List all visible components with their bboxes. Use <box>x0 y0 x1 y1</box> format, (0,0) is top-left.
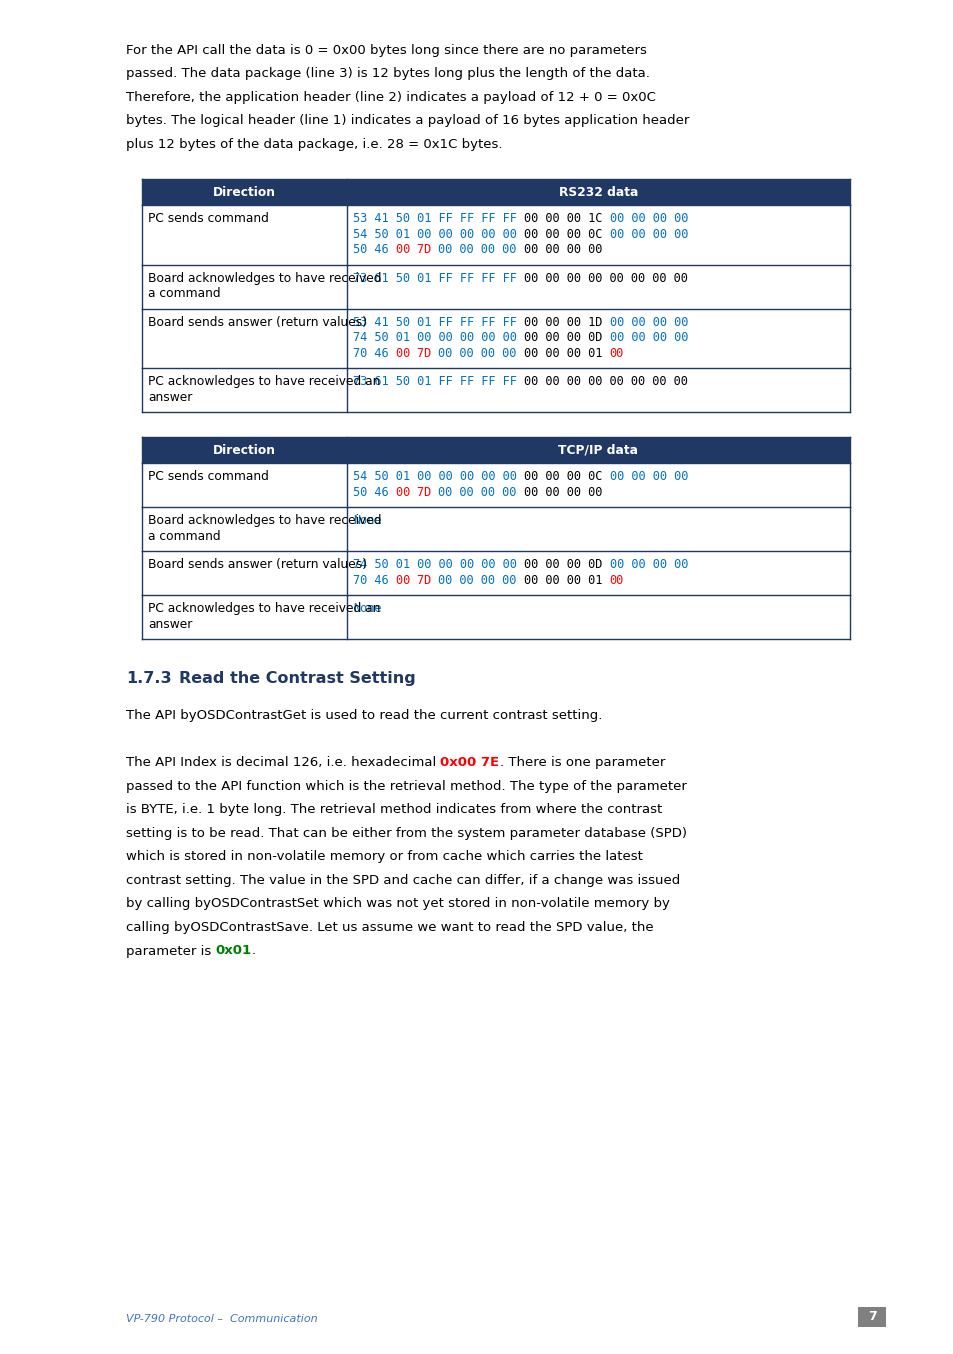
Text: by calling byOSDContrastSet which was not yet stored in non-volatile memory by: by calling byOSDContrastSet which was no… <box>126 898 669 910</box>
Text: 00 00 00 1D: 00 00 00 1D <box>523 315 609 329</box>
Text: 00 00 00 0C: 00 00 00 0C <box>523 470 609 483</box>
Text: contrast setting. The value in the SPD and cache can differ, if a change was iss: contrast setting. The value in the SPD a… <box>126 873 679 887</box>
Text: 00 00 00 1C: 00 00 00 1C <box>523 213 609 226</box>
Text: 50 46: 50 46 <box>353 486 395 500</box>
Text: is BYTE, i.e. 1 byte long. The retrieval method indicates from where the contras: is BYTE, i.e. 1 byte long. The retrieval… <box>126 803 661 816</box>
Text: PC acknowledges to have received an: PC acknowledges to have received an <box>148 603 380 616</box>
Text: 1.7.3: 1.7.3 <box>126 672 172 686</box>
Text: 00 00 00 00: 00 00 00 00 <box>438 244 523 256</box>
Text: which is stored in non-volatile memory or from cache which carries the latest: which is stored in non-volatile memory o… <box>126 850 642 864</box>
Text: 00: 00 <box>395 244 416 256</box>
Text: 00 00 00 00: 00 00 00 00 <box>438 574 523 588</box>
Text: 00 00 00 00: 00 00 00 00 <box>609 315 687 329</box>
Text: 70 46: 70 46 <box>353 574 395 588</box>
Text: 00 00 00 01: 00 00 00 01 <box>523 574 609 588</box>
Text: Therefore, the application header (line 2) indicates a payload of 12 + 0 = 0x0C: Therefore, the application header (line … <box>126 91 656 104</box>
Text: 73 61 50 01 FF FF FF FF: 73 61 50 01 FF FF FF FF <box>353 272 523 284</box>
Bar <box>142 309 849 368</box>
Bar <box>142 180 849 206</box>
Text: 00: 00 <box>395 347 416 360</box>
Text: 00 00 00 00: 00 00 00 00 <box>609 227 687 241</box>
Text: Board sends answer (return values): Board sends answer (return values) <box>148 315 367 329</box>
Bar <box>142 551 849 596</box>
Text: 0x01: 0x01 <box>215 945 252 957</box>
Text: TCP/IP data: TCP/IP data <box>558 444 638 458</box>
Text: a command: a command <box>148 287 220 301</box>
Bar <box>142 206 849 265</box>
Text: 74 50 01 00 00 00 00 00: 74 50 01 00 00 00 00 00 <box>353 332 523 344</box>
Text: 00 00 00 0D: 00 00 00 0D <box>523 332 609 344</box>
Bar <box>857 1307 885 1327</box>
Text: PC acknowledges to have received an: PC acknowledges to have received an <box>148 375 380 389</box>
Text: 00 00 00 0D: 00 00 00 0D <box>523 558 609 571</box>
Text: 00 00 00 00: 00 00 00 00 <box>609 213 687 226</box>
Bar <box>142 437 849 463</box>
Text: 7D: 7D <box>416 574 438 588</box>
Text: .: . <box>252 945 255 957</box>
Text: 00: 00 <box>395 486 416 500</box>
Text: 70 46: 70 46 <box>353 347 395 360</box>
Text: For the API call the data is 0 = 0x00 bytes long since there are no parameters: For the API call the data is 0 = 0x00 by… <box>126 43 646 57</box>
Bar <box>142 265 849 309</box>
Text: passed to the API function which is the retrieval method. The type of the parame: passed to the API function which is the … <box>126 780 686 793</box>
Text: VP-790 Protocol –  Communication: VP-790 Protocol – Communication <box>126 1313 317 1324</box>
Text: 7D: 7D <box>416 486 438 500</box>
Text: 00 00 00 00: 00 00 00 00 <box>438 486 523 500</box>
Text: Direction: Direction <box>213 185 275 199</box>
Text: 00: 00 <box>609 347 623 360</box>
Text: Direction: Direction <box>213 444 275 458</box>
Text: 7D: 7D <box>416 347 438 360</box>
Text: PC sends command: PC sends command <box>148 470 269 483</box>
Text: answer: answer <box>148 617 193 631</box>
Text: RS232 data: RS232 data <box>558 185 638 199</box>
Text: 00 00 00 00: 00 00 00 00 <box>523 486 601 500</box>
Text: The API byOSDContrastGet is used to read the current contrast setting.: The API byOSDContrastGet is used to read… <box>126 709 601 723</box>
Text: 7D: 7D <box>416 244 438 256</box>
Text: 0x00 7E: 0x00 7E <box>440 757 499 769</box>
Text: 00 00 00 00: 00 00 00 00 <box>438 347 523 360</box>
Text: 00 00 00 00: 00 00 00 00 <box>609 332 687 344</box>
Text: . There is one parameter: . There is one parameter <box>499 757 664 769</box>
Text: Board sends answer (return values): Board sends answer (return values) <box>148 558 367 571</box>
Text: 00 00 00 00: 00 00 00 00 <box>609 470 687 483</box>
Text: 00 00 00 00 00 00 00 00: 00 00 00 00 00 00 00 00 <box>523 375 687 389</box>
Text: 00 00 00 00 00 00 00 00: 00 00 00 00 00 00 00 00 <box>523 272 687 284</box>
Text: parameter is: parameter is <box>126 945 215 957</box>
Text: 00 00 00 00: 00 00 00 00 <box>609 558 687 571</box>
Text: 74 50 01 00 00 00 00 00: 74 50 01 00 00 00 00 00 <box>353 558 523 571</box>
Bar <box>142 368 849 413</box>
Text: calling byOSDContrastSave. Let us assume we want to read the SPD value, the: calling byOSDContrastSave. Let us assume… <box>126 921 653 934</box>
Text: 73 61 50 01 FF FF FF FF: 73 61 50 01 FF FF FF FF <box>353 375 523 389</box>
Text: 54 50 01 00 00 00 00 00: 54 50 01 00 00 00 00 00 <box>353 227 523 241</box>
Text: Board acknowledges to have received: Board acknowledges to have received <box>148 272 381 284</box>
Text: 54 50 01 00 00 00 00 00: 54 50 01 00 00 00 00 00 <box>353 470 523 483</box>
Text: 7: 7 <box>866 1311 876 1323</box>
Text: 00: 00 <box>395 574 416 588</box>
Bar <box>142 463 849 508</box>
Text: answer: answer <box>148 391 193 403</box>
Text: bytes. The logical header (line 1) indicates a payload of 16 bytes application h: bytes. The logical header (line 1) indic… <box>126 115 689 127</box>
Text: The API Index is decimal 126, i.e. hexadecimal: The API Index is decimal 126, i.e. hexad… <box>126 757 440 769</box>
Bar <box>142 508 849 551</box>
Text: None: None <box>353 515 381 528</box>
Text: 00 00 00 00: 00 00 00 00 <box>523 244 601 256</box>
Text: passed. The data package (line 3) is 12 bytes long plus the length of the data.: passed. The data package (line 3) is 12 … <box>126 68 649 80</box>
Text: PC sends command: PC sends command <box>148 213 269 226</box>
Text: 00 00 00 01: 00 00 00 01 <box>523 347 609 360</box>
Text: a command: a command <box>148 529 220 543</box>
Bar <box>142 596 849 639</box>
Text: 53 41 50 01 FF FF FF FF: 53 41 50 01 FF FF FF FF <box>353 315 523 329</box>
Text: Read the Contrast Setting: Read the Contrast Setting <box>179 672 416 686</box>
Text: 50 46: 50 46 <box>353 244 395 256</box>
Text: 53 41 50 01 FF FF FF FF: 53 41 50 01 FF FF FF FF <box>353 213 523 226</box>
Text: plus 12 bytes of the data package, i.e. 28 = 0x1C bytes.: plus 12 bytes of the data package, i.e. … <box>126 138 502 152</box>
Text: Board acknowledges to have received: Board acknowledges to have received <box>148 515 381 528</box>
Text: setting is to be read. That can be either from the system parameter database (SP: setting is to be read. That can be eithe… <box>126 827 686 839</box>
Text: 00: 00 <box>609 574 623 588</box>
Text: None: None <box>353 603 381 616</box>
Text: 00 00 00 0C: 00 00 00 0C <box>523 227 609 241</box>
